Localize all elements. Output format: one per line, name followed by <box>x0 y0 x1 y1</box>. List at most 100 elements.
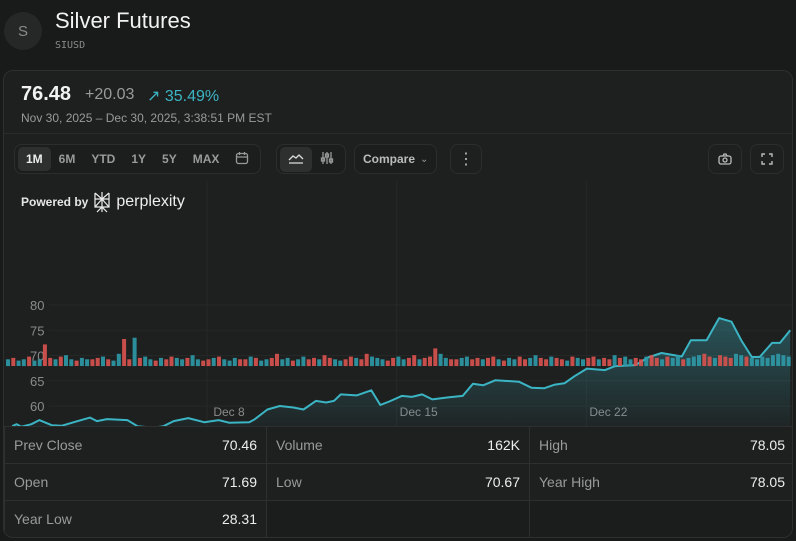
volume-bar <box>681 359 686 367</box>
powered-by-label: Powered by <box>21 195 89 209</box>
volume-bar <box>132 337 137 367</box>
volume-bar <box>749 357 754 366</box>
stat-value: 78.05 <box>749 437 785 453</box>
volume-bar <box>153 360 158 366</box>
volume-bar <box>712 357 717 366</box>
fullscreen-icon <box>761 153 773 165</box>
volume-bar <box>464 356 469 367</box>
volume-bar <box>37 359 42 367</box>
calendar-icon[interactable] <box>227 146 257 173</box>
stat-cell: High 78.05 <box>529 426 792 463</box>
volume-bar <box>16 360 21 366</box>
volume-bar <box>470 359 475 367</box>
volume-bar <box>570 356 575 367</box>
volume-bar <box>64 355 68 366</box>
volume-bar <box>501 360 506 366</box>
volume-bar <box>702 353 707 366</box>
stat-cell <box>529 500 792 537</box>
volume-bar <box>301 356 306 367</box>
chart-type-group <box>276 144 346 174</box>
volume-bar <box>359 359 364 367</box>
volume-bar <box>480 359 485 367</box>
y-tick-label: 60 <box>30 399 44 414</box>
volume-bar <box>285 357 290 366</box>
fullscreen-button[interactable] <box>750 144 784 174</box>
volume-bar <box>475 357 480 366</box>
volume-bar <box>412 355 417 366</box>
range-6m[interactable]: 6M <box>58 152 76 166</box>
volume-bar <box>211 357 216 366</box>
stat-cell: Low 70.67 <box>266 463 529 500</box>
volume-bar <box>385 360 390 366</box>
volume-bar <box>686 357 691 366</box>
volume-bar <box>496 359 501 367</box>
volume-bar <box>174 357 179 366</box>
volume-bar <box>417 359 422 367</box>
volume-bar <box>42 344 47 366</box>
volume-bar <box>644 356 649 367</box>
volume-bar <box>491 356 496 367</box>
volume-bar <box>127 359 132 367</box>
range-5y[interactable]: 5Y <box>162 152 177 166</box>
volume-bar <box>428 356 432 367</box>
volume-bar <box>143 356 148 367</box>
volume-bar <box>612 355 617 366</box>
indicators-icon[interactable] <box>312 146 342 173</box>
volume-bar <box>533 355 538 366</box>
volume-bar <box>206 359 211 367</box>
stat-label: Open <box>14 474 49 490</box>
volume-bar <box>443 357 448 366</box>
price-chart[interactable]: Dec 8Dec 15Dec 226065707580 <box>4 181 793 426</box>
volume-bar <box>90 359 95 367</box>
volume-bar <box>95 357 100 366</box>
percent-value: 35.49% <box>164 88 220 105</box>
range-1m[interactable]: 1M <box>18 147 51 171</box>
volume-bar <box>438 353 443 366</box>
volume-bar <box>549 356 554 367</box>
volume-bar <box>217 356 221 367</box>
volume-bar <box>660 359 665 367</box>
volume-bar <box>343 359 348 367</box>
volume-bar <box>27 356 32 367</box>
stat-cell <box>266 500 529 537</box>
line-chart-icon[interactable] <box>280 146 312 172</box>
y-tick-label: 80 <box>30 298 44 313</box>
volume-bar <box>106 359 111 367</box>
range-max[interactable]: MAX <box>192 152 220 166</box>
divider <box>4 133 792 134</box>
volume-bar <box>755 359 760 367</box>
stat-value: 162K <box>487 437 520 453</box>
stat-cell: Volume 162K <box>266 426 529 463</box>
volume-bar <box>275 353 279 366</box>
stat-label: Year Low <box>14 511 72 527</box>
volume-bar <box>11 357 16 366</box>
percent-change: ↗ 35.49% <box>147 86 219 106</box>
stat-cell: Year Low 28.31 <box>4 500 266 537</box>
volume-bar <box>554 357 559 366</box>
volume-bar <box>259 360 264 366</box>
brand-name: perplexity <box>116 193 185 210</box>
volume-bar <box>232 357 237 366</box>
volume-bar <box>380 359 385 367</box>
x-tick-label: Dec 8 <box>213 405 245 419</box>
volume-bar <box>79 357 84 366</box>
volume-bar <box>623 356 628 367</box>
compare-dropdown[interactable]: Compare ⌄ <box>354 144 438 174</box>
volume-bar <box>665 356 670 367</box>
screenshot-button[interactable] <box>708 144 742 174</box>
volume-bar <box>486 357 490 366</box>
quote-card: 76.48 +20.03 ↗ 35.49% Nov 30, 2025 – Dec… <box>3 70 793 538</box>
range-1y[interactable]: 1Y <box>131 152 147 166</box>
volume-bar <box>617 357 622 366</box>
powered-by: Powered by perplexity <box>21 191 185 213</box>
volume-bar <box>137 357 142 366</box>
avatar: S <box>4 12 42 50</box>
volume-bar <box>559 359 564 367</box>
volume-bar <box>718 355 723 366</box>
volume-bar <box>195 359 200 367</box>
volume-bar <box>628 359 633 367</box>
range-ytd[interactable]: YTD <box>91 152 116 166</box>
more-options-button[interactable]: ⋮ <box>450 144 482 174</box>
date-range: Nov 30, 2025 – Dec 30, 2025, 3:38:51 PM … <box>21 111 272 125</box>
volume-bar <box>781 355 786 366</box>
